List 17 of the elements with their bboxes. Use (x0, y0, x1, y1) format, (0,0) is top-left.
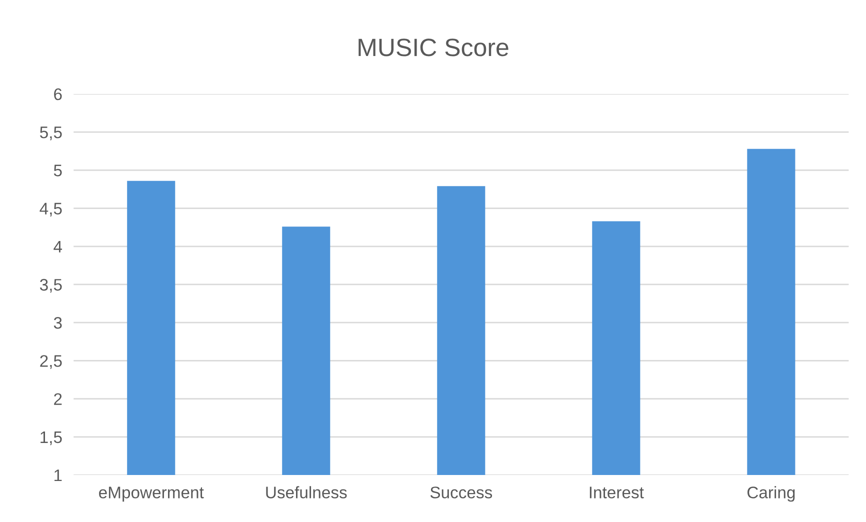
y-tick-label: 5,5 (40, 126, 62, 140)
y-tick-label: 6 (54, 88, 62, 100)
y-tick-label: 1,5 (40, 431, 62, 446)
y-tick-label: 3,5 (40, 278, 62, 293)
y-tick-label: 4,5 (40, 202, 62, 216)
x-tick-label: Interest (590, 486, 644, 498)
y-tick-label: 4 (54, 240, 62, 252)
y-tick-label: 5 (54, 164, 62, 176)
chart-title: MUSIC Score (358, 38, 508, 56)
x-tick-label: Usefulness (266, 486, 347, 498)
y-tick-label: 3 (54, 316, 62, 329)
y-tick-label: 2,5 (40, 355, 62, 369)
y-tick-label: 2 (54, 393, 62, 405)
x-tick-label: Success (430, 486, 492, 498)
y-tick-label: 1 (54, 470, 62, 482)
x-tick-label: eMpowerment (99, 486, 204, 502)
x-tick-label: Caring (747, 486, 795, 502)
